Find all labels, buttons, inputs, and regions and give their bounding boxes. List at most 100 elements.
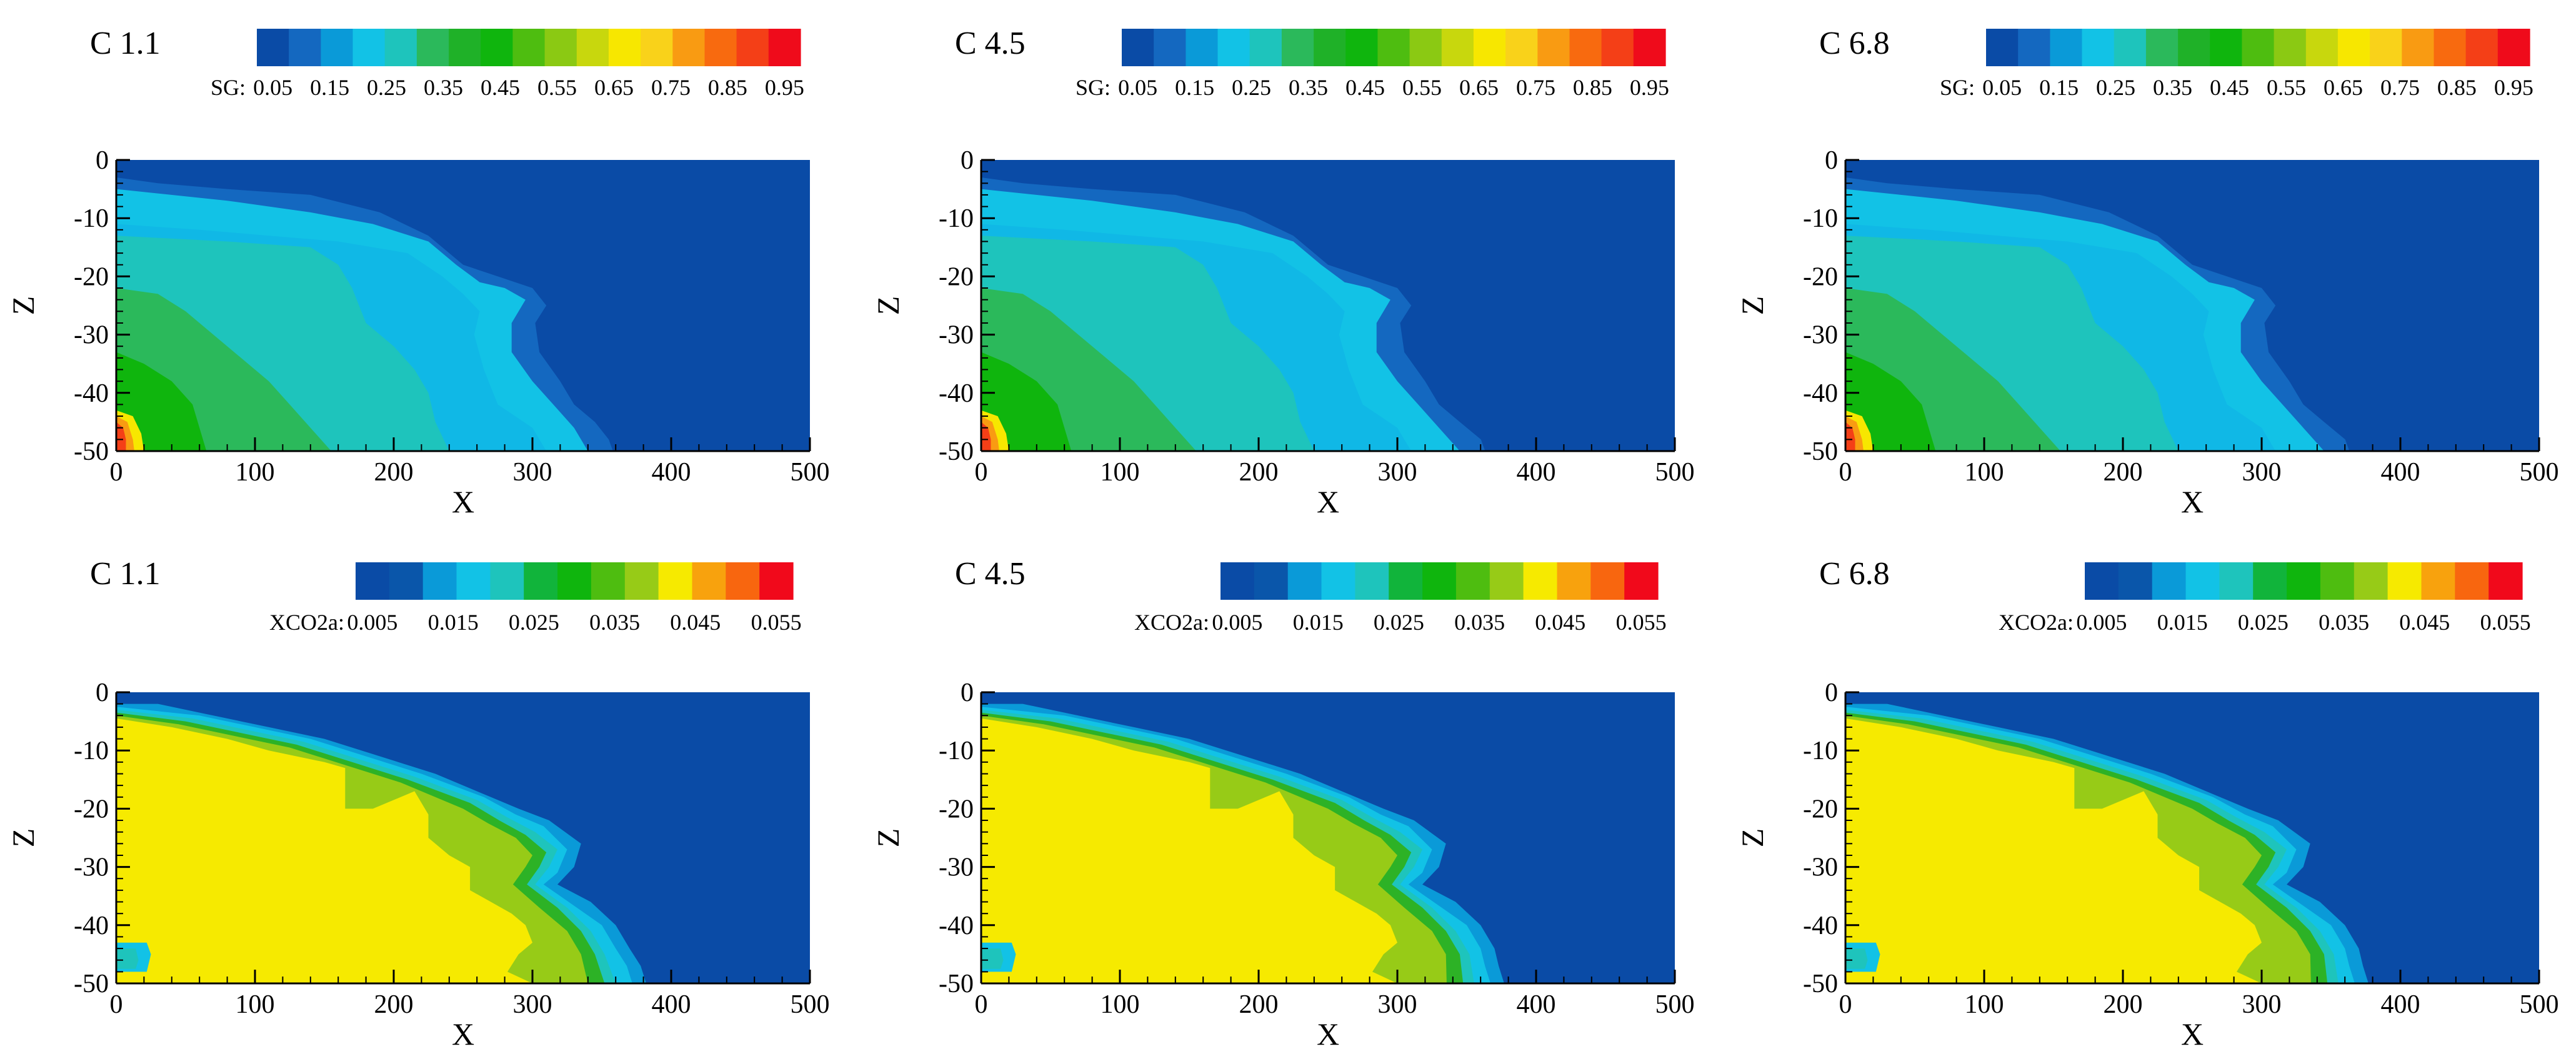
colorbar-tick-label: 0.35 [2153,75,2192,100]
z-tick-label: -40 [939,379,974,408]
colorbar-tick-label: 0.25 [1232,75,1271,100]
z-tick-label: -30 [939,853,974,882]
colorbar-tick-label: 0.055 [2480,610,2531,635]
z-tick-label: -20 [74,262,109,291]
z-tick-label: -50 [74,437,109,466]
z-tick-label: 0 [96,146,109,175]
colorbar-tick-label: 0.005 [1212,610,1262,635]
colorbar-tick-label: 0.55 [1402,75,1442,100]
colorbar-swatch [2050,29,2083,66]
colorbar-swatch [490,562,524,600]
colorbar-tick-label: 0.85 [2437,75,2477,100]
contour-field [1845,692,2539,983]
x-tick-label: 100 [236,458,275,487]
colorbar-swatch [2085,562,2119,600]
z-axis-label: Z [871,296,906,316]
colorbar-swatch [2018,29,2050,66]
colorbar-swatch [1441,29,1474,66]
colorbar-tick-label: 0.35 [424,75,463,100]
panel-xco2a-2: C 4.5 XCO2a: 0.005 0.015 0.025 0.035 0.045 0.05… [871,556,1695,1052]
panel-title: C 4.5 [955,26,1026,61]
x-tick-label: 200 [1239,990,1279,1019]
x-tick-label: 0 [110,458,123,487]
colorbar-tick-label: 0.75 [651,75,691,100]
colorbar-swatch [2455,562,2489,600]
z-tick-label: 0 [961,679,974,707]
colorbar-swatch [1505,29,1538,66]
z-tick-label: 0 [96,679,109,707]
colorbar-label: XCO2a: [1134,610,1209,635]
x-axis-label: X [2181,484,2204,519]
z-tick-label: -10 [1803,737,1838,765]
x-tick-label: 100 [236,990,275,1019]
colorbar-swatch [1389,562,1423,600]
colorbar-tick-label: 0.25 [367,75,406,100]
colorbar-swatch [289,29,321,66]
colorbar-swatch [2489,562,2523,600]
colorbar-swatch [512,29,546,66]
z-tick-label: -20 [1803,795,1838,823]
colorbar-swatch [2219,562,2254,600]
colorbar-swatch [1537,29,1570,66]
z-tick-label: -10 [939,204,974,233]
colorbar-swatch [641,29,673,66]
colorbar-label: SG: [1076,75,1111,100]
colorbar-tick-label: 0.05 [1982,75,2022,100]
x-tick-label: 400 [2381,458,2420,487]
x-tick-label: 200 [374,990,414,1019]
x-tick-label: 500 [1655,990,1695,1019]
colorbar-tick-label: 0.55 [537,75,577,100]
contour-band [116,422,126,451]
colorbar-swatch [672,29,706,66]
contour-field [981,692,1675,983]
x-tick-label: 300 [1378,458,1417,487]
colorbar-swatch [1314,29,1346,66]
panel-title: C 6.8 [1819,556,1890,592]
contour-band [981,948,1004,969]
panel-xco2a-3: C 6.8 XCO2a: 0.005 0.015 0.025 0.035 0.045 0.05… [1735,556,2559,1052]
colorbar-swatch [2145,29,2179,66]
colorbar-tick-label: 0.75 [1516,75,1555,100]
colorbar-swatch [759,562,794,600]
colorbar-tick-label: 0.05 [253,75,292,100]
x-tick-label: 0 [1839,458,1852,487]
colorbar-swatch [2082,29,2115,66]
colorbar-tick-label: 0.055 [751,610,802,635]
colorbar-swatch [1601,29,1634,66]
z-tick-label: -50 [939,970,974,998]
x-tick-label: 300 [2242,990,2282,1019]
x-tick-label: 100 [1965,990,2004,1019]
z-tick-label: -30 [74,321,109,350]
colorbar-swatch [2465,29,2499,66]
colorbar-swatch [456,562,491,600]
z-tick-label: -30 [939,321,974,350]
colorbar-swatch [1249,29,1282,66]
colorbar-tick-label: 0.55 [2267,75,2306,100]
x-tick-label: 500 [2520,458,2559,487]
colorbar-swatch [2387,562,2422,600]
colorbar-swatch [389,562,424,600]
x-tick-label: 300 [1378,990,1417,1019]
z-axis-label: Z [871,828,906,848]
z-tick-label: -10 [1803,204,1838,233]
colorbar-swatch [557,562,592,600]
colorbar-swatch [1590,562,1625,600]
x-tick-label: 400 [1517,458,1556,487]
colorbar-swatch [576,29,609,66]
colorbar-tick-label: 0.045 [1535,610,1585,635]
contour-band [1845,948,1868,969]
colorbar-swatch [2185,562,2220,600]
colorbar-swatch [2253,562,2287,600]
colorbar-tick-label: 0.025 [1374,610,1424,635]
colorbar-tick-label: 0.015 [1293,610,1344,635]
colorbar-tick-label: 0.95 [2494,75,2534,100]
colorbar-swatch [1422,562,1457,600]
z-tick-label: -50 [939,437,974,466]
colorbar-swatch [2337,29,2370,66]
colorbar-swatch [2497,29,2530,66]
z-tick-label: -40 [74,912,109,940]
z-tick-label: -30 [1803,321,1838,350]
colorbar-swatch [1355,562,1389,600]
colorbar-tick-label: 0.25 [2096,75,2135,100]
